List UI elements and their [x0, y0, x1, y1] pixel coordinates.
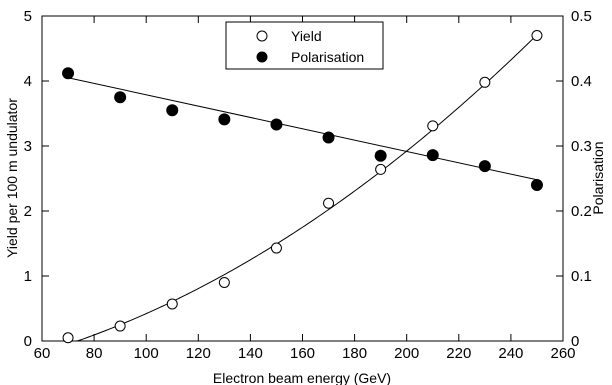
x-tick-label: 260	[550, 345, 575, 362]
yield-point	[114, 320, 126, 332]
legend: Yield Polarisation	[225, 21, 384, 70]
legend-marker-yield	[256, 30, 268, 42]
yield-point	[479, 76, 491, 88]
y-left-tick-label: 4	[24, 73, 32, 90]
legend-label-polarisation: Polarisation	[291, 49, 364, 65]
polarisation-point	[62, 67, 75, 80]
polarisation-point	[530, 179, 543, 191]
y-left-tick-label: 1	[24, 268, 32, 285]
y-right-tick-label: 0.4	[571, 73, 592, 90]
data-points	[62, 30, 543, 344]
y-right-tick-label: 0.1	[571, 268, 592, 285]
y-right-tick-label: 0.3	[571, 138, 592, 155]
polarisation-fit-line	[67, 77, 538, 181]
x-tick-label: 80	[86, 345, 103, 362]
y-left-tick-label: 0	[24, 333, 32, 350]
yield-point	[218, 277, 230, 288]
yield-point	[62, 332, 74, 344]
x-tick-label: 180	[342, 345, 367, 362]
y-axis-left-label: Yield per 100 m undulator	[4, 98, 20, 258]
polarisation-point	[114, 91, 127, 104]
x-tick-label: 200	[394, 345, 419, 362]
yield-point	[270, 242, 282, 254]
y-left-tick-label: 3	[24, 138, 32, 155]
y-left-tick-label: 2	[24, 203, 32, 220]
yield-point	[427, 120, 439, 132]
polarisation-point	[270, 118, 283, 131]
yield-point	[375, 163, 387, 175]
x-tick-label: 100	[134, 345, 159, 362]
y-right-tick-label: 0.5	[571, 8, 592, 25]
x-tick-label: 60	[34, 345, 51, 362]
ticks-layer: 60 80 100 120 140 160 180 200 220 240 26001234500.…	[24, 8, 592, 362]
x-tick-label: 240	[498, 345, 523, 362]
x-tick-label: 160	[290, 345, 315, 362]
y-right-tick-label: 0.2	[571, 203, 592, 220]
y-right-tick-label: 0	[571, 333, 579, 350]
polarisation-point	[322, 131, 335, 144]
yield-point	[166, 298, 178, 310]
x-axis-label: Electron beam energy (GeV)	[213, 370, 391, 385]
fit-lines	[67, 34, 538, 342]
x-tick-label: 120	[186, 345, 211, 362]
x-tick-label: 220	[446, 345, 471, 362]
polarisation-point	[166, 104, 179, 117]
y-left-tick-label: 5	[24, 8, 32, 25]
yield-point	[323, 197, 335, 209]
polarisation-point	[426, 149, 439, 162]
polarisation-point	[478, 160, 491, 173]
legend-marker-polarisation	[256, 51, 268, 63]
polarisation-point	[218, 113, 231, 126]
legend-label-yield: Yield	[291, 28, 322, 44]
yield-point	[531, 30, 543, 41]
x-tick-label: 140	[238, 345, 263, 362]
y-axis-right-label: Polarisation	[590, 141, 606, 214]
yield-fit-curve	[68, 34, 538, 342]
legend-box	[225, 21, 384, 70]
polarisation-point	[374, 149, 387, 162]
